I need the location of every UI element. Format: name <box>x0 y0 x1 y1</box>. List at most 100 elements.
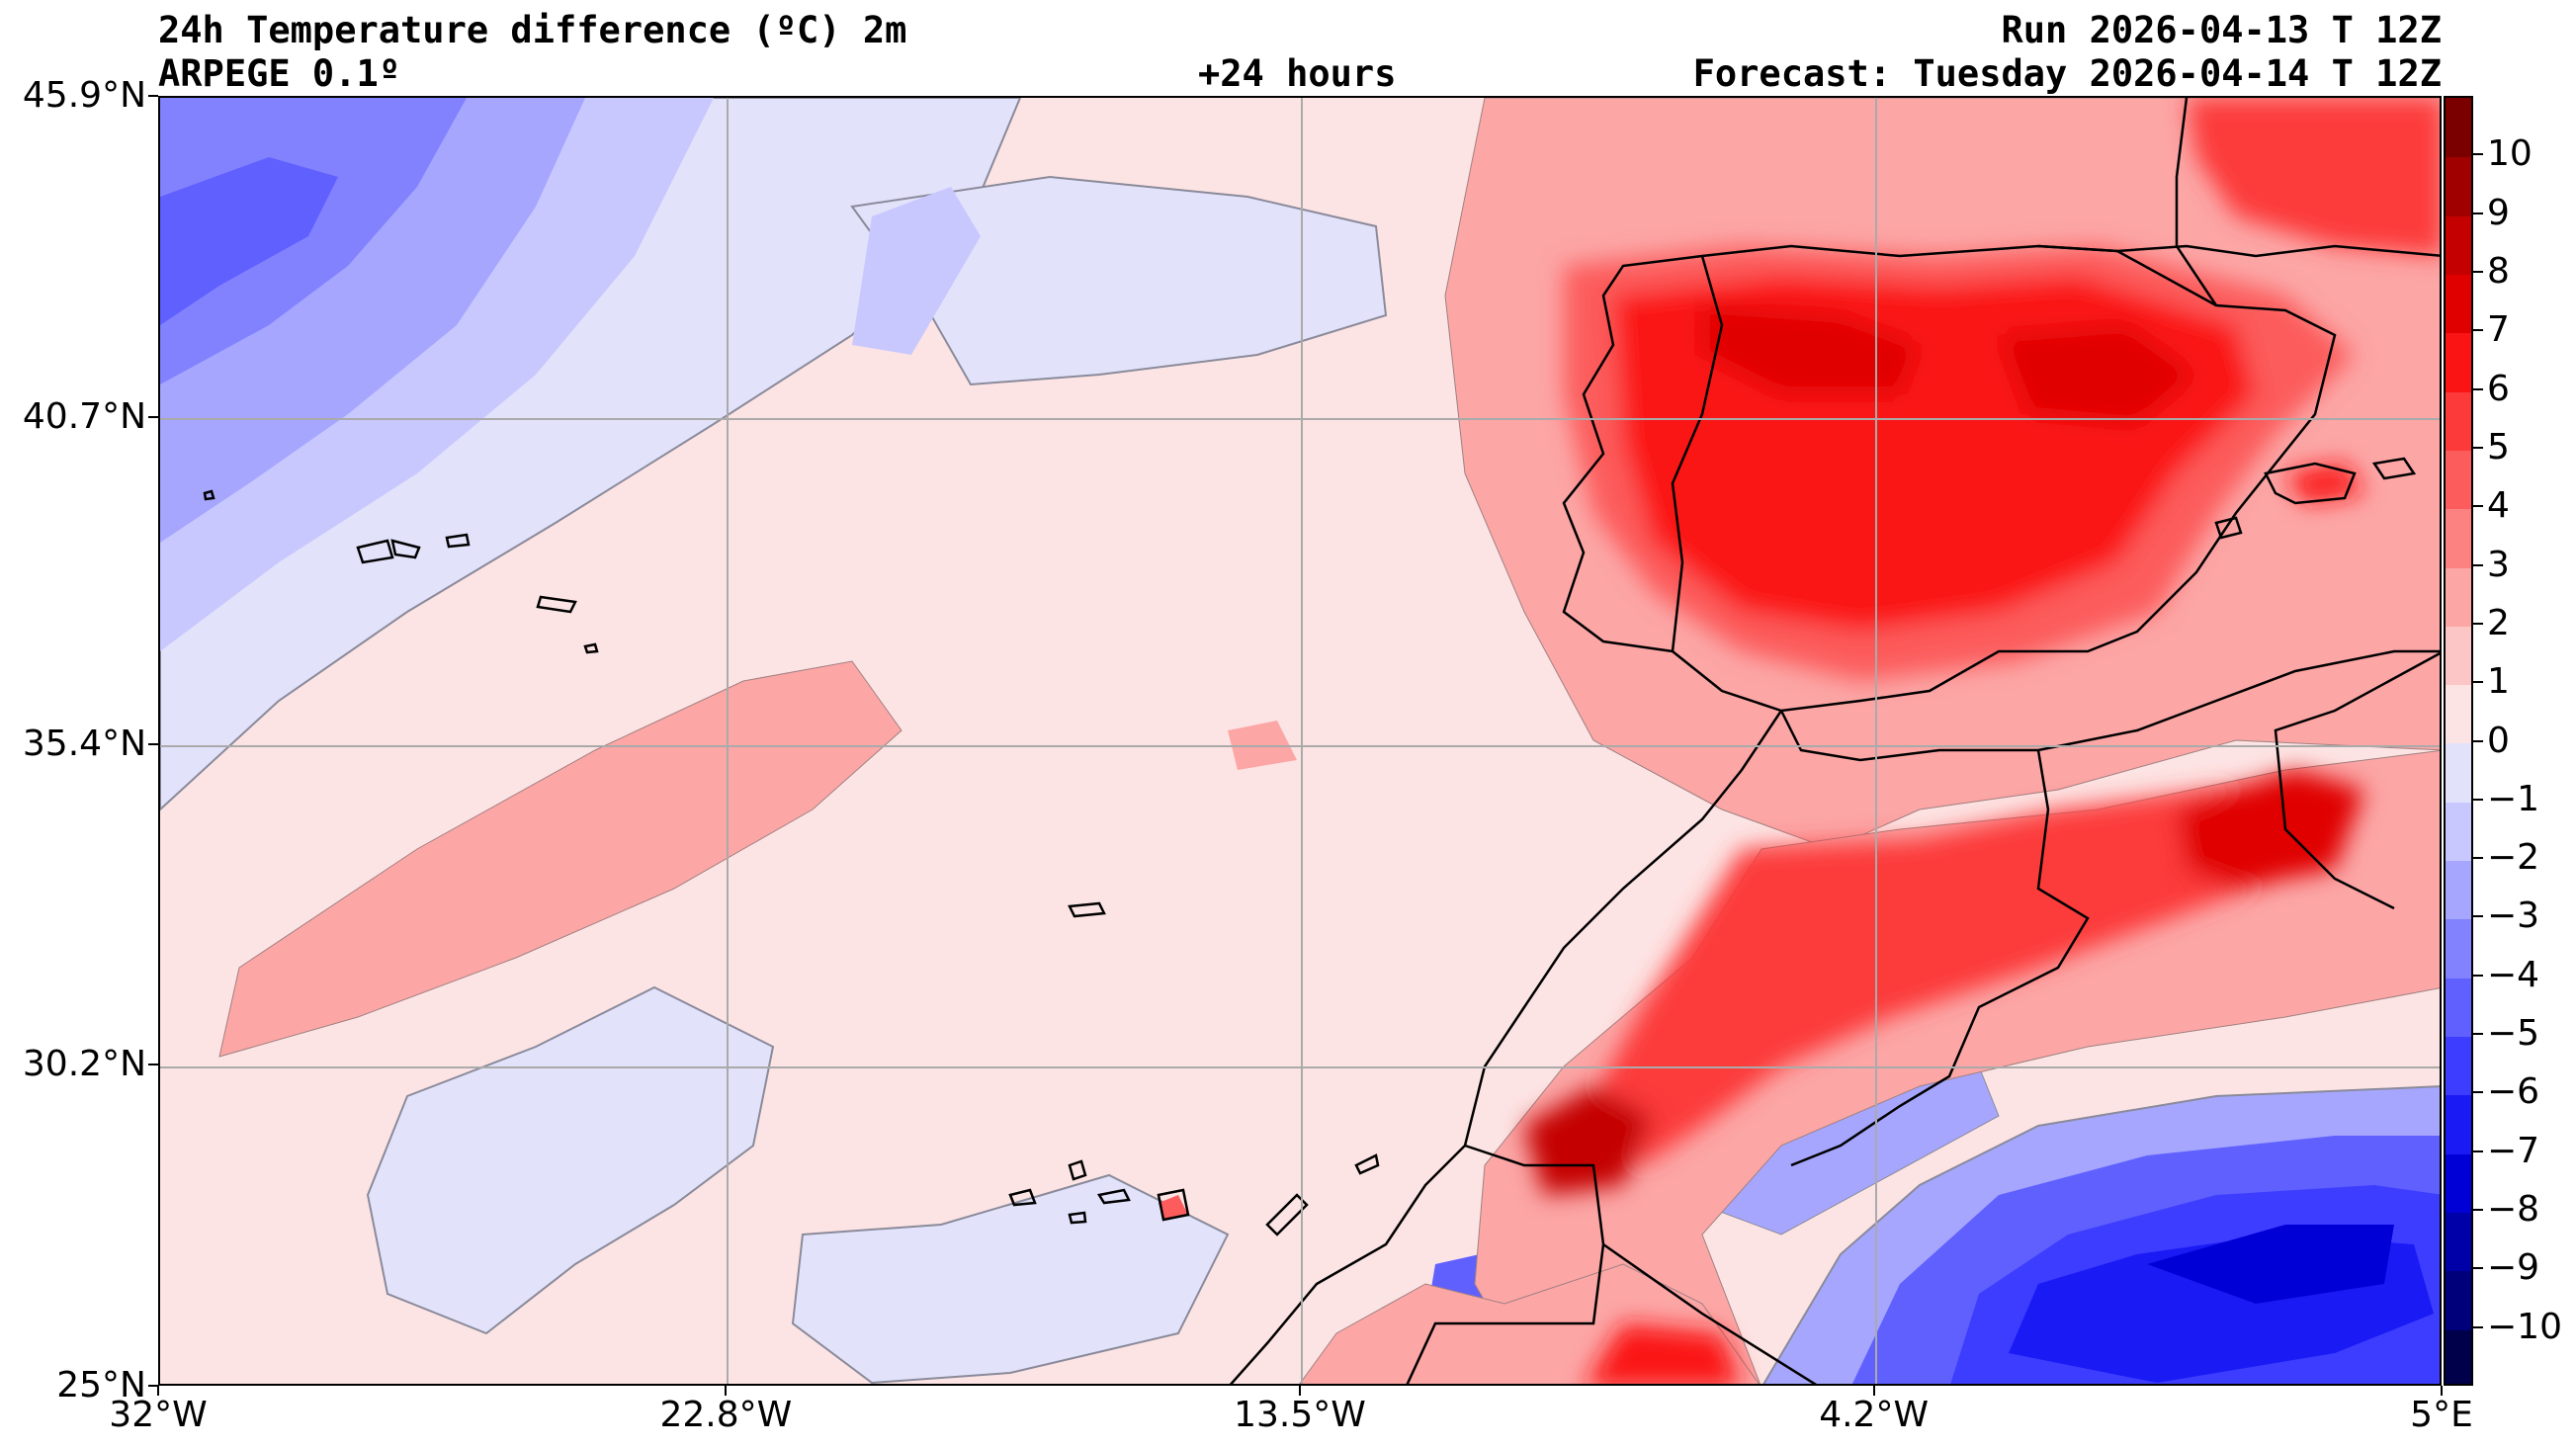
colorbar-tick <box>2473 1033 2483 1036</box>
azores-island-1 <box>356 539 394 564</box>
colorbar-tick <box>2473 212 2483 214</box>
colorbar-segment <box>2446 1152 2471 1214</box>
colorbar-tick <box>2473 798 2483 801</box>
canary-island-7 <box>1008 1188 1037 1207</box>
warm-anomaly-regions <box>218 98 2440 1384</box>
morocco-algeria-border <box>1790 749 2090 1167</box>
colorbar-tick-label: −5 <box>2487 1013 2540 1055</box>
lat-tick <box>148 742 158 745</box>
lat-tick <box>148 95 158 97</box>
map-title: 24h Temperature difference (ºC) 2m <box>158 9 907 51</box>
mallorca-outline <box>2264 462 2357 505</box>
canary-island-6 <box>1068 1211 1087 1225</box>
lat-tick <box>148 1385 158 1387</box>
colorbar-tick <box>2473 622 2483 625</box>
colorbar-tick-label: 5 <box>2487 426 2510 468</box>
azores-island-5 <box>583 642 599 654</box>
colorbar-segment <box>2446 742 2471 803</box>
lon-label: 13.5°W <box>1234 1395 1366 1435</box>
colorbar-tick-label: −8 <box>2487 1189 2540 1231</box>
iberia-warm-4 <box>1702 305 1920 394</box>
colorbar-tick <box>2473 1267 2483 1270</box>
colorbar-tick <box>2473 974 2483 977</box>
lat-label: 35.4°N <box>22 723 146 764</box>
colorbar-segment <box>2446 1094 2471 1154</box>
colorbar-segment <box>2446 566 2471 627</box>
canary-island-5 <box>1157 1188 1190 1222</box>
colorbar <box>2444 96 2473 1386</box>
lon-tick <box>1299 1386 1301 1396</box>
northern-africa-warm-2 <box>1584 780 2335 1165</box>
southwest-cool-patch <box>366 985 775 1335</box>
colorbar-tick-label: −3 <box>2487 895 2540 937</box>
canary-island-1 <box>1265 1193 1309 1236</box>
colorbar-tick-label: 2 <box>2487 602 2510 643</box>
colorbar-tick <box>2473 329 2483 332</box>
lat-label: 45.9°N <box>22 75 146 116</box>
colorbar-segment <box>2446 508 2471 568</box>
colorbar-tick <box>2473 270 2483 273</box>
lon-tick <box>1872 1386 1875 1396</box>
colorbar-tick <box>2473 153 2483 156</box>
colorbar-segment <box>2446 156 2471 216</box>
sahara-cool-core-4 <box>2147 1225 2394 1304</box>
temperature-difference-map[interactable] <box>158 96 2442 1386</box>
colorbar-tick-label: 1 <box>2487 661 2510 703</box>
colorbar-tick-label: −9 <box>2487 1247 2540 1289</box>
colorbar-tick <box>2473 739 2483 742</box>
graticule <box>160 98 2440 1384</box>
iberia-warm-5 <box>1999 325 2196 424</box>
colorbar-segment <box>2446 918 2471 979</box>
colorbar-tick <box>2473 1209 2483 1212</box>
colorbar-segment <box>2446 449 2471 510</box>
azores-island-2 <box>390 539 421 559</box>
lon-tick <box>725 1386 728 1396</box>
mauritania-border <box>1602 1242 1817 1384</box>
colorbar-tick-label: 7 <box>2487 309 2510 351</box>
colorbar-tick-label: 9 <box>2487 192 2510 233</box>
colorbar-segment <box>2446 977 2471 1038</box>
canary-island-4 <box>1096 1188 1131 1205</box>
colorbar-segment <box>2446 1036 2471 1096</box>
algeria-tunisia-border <box>2274 651 2440 910</box>
colorbar-segment <box>2446 332 2471 392</box>
colorbar-segment <box>2446 860 2471 920</box>
azores-island-4 <box>536 595 577 614</box>
colorbar-tick-label: 4 <box>2487 485 2510 527</box>
azores-island-6 <box>203 489 215 501</box>
balearic-warm-spot <box>2285 464 2364 503</box>
azores-cool-patch <box>850 175 1388 386</box>
colorbar-tick-label: −10 <box>2487 1306 2562 1347</box>
portugal-spain-border <box>1671 255 1724 652</box>
france-warm-region <box>2187 98 2440 256</box>
colorbar-tick-label: −6 <box>2487 1071 2540 1113</box>
algeria-warm-core <box>2177 770 2364 889</box>
lat-label: 40.7°N <box>22 395 146 437</box>
morocco-algeria-coastline <box>1779 649 2440 762</box>
colorbar-segment <box>2446 214 2471 275</box>
colorbar-tick <box>2473 446 2483 449</box>
lat-tick <box>148 1064 158 1066</box>
lon-tick <box>157 1386 159 1396</box>
canary-island-3 <box>1068 1159 1087 1181</box>
colorbar-segment <box>2446 390 2471 451</box>
madeira-outline <box>1068 901 1106 918</box>
lat-label: 25°N <box>56 1365 146 1405</box>
lat-tick <box>148 415 158 418</box>
colorbar-tick-label: −4 <box>2487 954 2540 995</box>
colorbar-segment <box>2446 1328 2471 1384</box>
colorbar-tick <box>2473 563 2483 566</box>
mid-atlantic-cool-streak <box>852 187 981 355</box>
menorca-outline <box>2371 457 2417 480</box>
lon-label: 22.8°W <box>659 1395 793 1435</box>
canaries-warm-island <box>1159 1195 1188 1220</box>
colorbar-tick <box>2473 1150 2483 1152</box>
colorbar-tick-label: −2 <box>2487 837 2540 879</box>
colorbar-tick <box>2473 1091 2483 1094</box>
colorbar-tick <box>2473 387 2483 390</box>
colorbar-tick-label: 3 <box>2487 544 2510 585</box>
colorbar-tick <box>2473 857 2483 860</box>
canaries-cool-patch <box>791 1173 1230 1384</box>
cool-anomaly-regions <box>160 98 2440 1384</box>
colorbar-tick-label: 6 <box>2487 368 2510 409</box>
